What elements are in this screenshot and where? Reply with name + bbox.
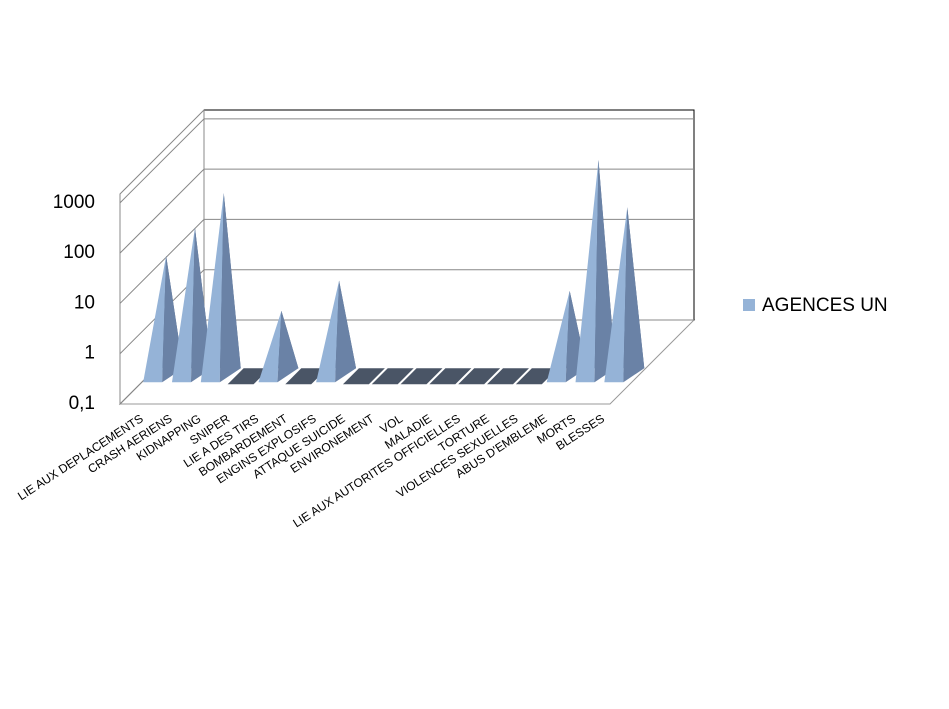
- pyramid: [487, 368, 529, 385]
- flat-tile: [400, 368, 443, 385]
- pyramid-right: [219, 193, 241, 383]
- pyramid-left: [258, 310, 282, 383]
- pyramid-right: [594, 159, 616, 383]
- flat-tile: [227, 368, 270, 385]
- pyramid-right: [623, 207, 645, 383]
- pyramid-left: [200, 193, 224, 383]
- pyramid-left: [143, 255, 167, 383]
- grid-line: [119, 118, 694, 204]
- flat-tile: [429, 368, 472, 385]
- y-tick-label: 0,1: [69, 393, 95, 414]
- pyramid-left: [316, 280, 340, 383]
- y-tick-label: 10: [74, 292, 95, 313]
- pyramid-left: [604, 207, 628, 383]
- y-tick-label: 100: [63, 242, 95, 263]
- y-tick-label: 1000: [53, 192, 95, 213]
- flat-tile: [515, 368, 558, 385]
- flat-tile: [342, 368, 385, 385]
- flat-tile: [285, 368, 328, 385]
- x-tick-label: LIE AUX DEPLACEMENTS: [15, 411, 146, 503]
- pyramid-left: [575, 159, 599, 383]
- legend-swatch: [743, 299, 755, 311]
- pyramid: [400, 368, 443, 385]
- pyramid: [200, 193, 241, 383]
- pyramid: [171, 227, 212, 383]
- pyramid-left: [546, 290, 570, 383]
- pyramid: [227, 368, 270, 385]
- pyramid: [316, 280, 357, 383]
- grid-line: [119, 218, 694, 304]
- flat-tile: [371, 368, 414, 385]
- pyramid-left: [171, 227, 195, 383]
- pyramid: [342, 368, 385, 385]
- pyramid-right: [335, 280, 357, 383]
- grid-line: [119, 168, 694, 254]
- y-tick-label: 1: [84, 343, 95, 364]
- flat-tile: [487, 368, 529, 385]
- pyramid: [515, 368, 558, 385]
- pyramid: [429, 368, 472, 385]
- flat-tile: [458, 368, 501, 385]
- pyramid: [258, 310, 299, 383]
- pyramid: [604, 207, 645, 383]
- pyramid: [458, 368, 501, 385]
- grid-line: [119, 269, 694, 355]
- pyramid-right: [277, 310, 299, 383]
- pyramid: [371, 368, 414, 385]
- pyramid: [575, 159, 616, 383]
- legend-label: AGENCES UN: [762, 295, 888, 316]
- pyramid: [285, 368, 328, 385]
